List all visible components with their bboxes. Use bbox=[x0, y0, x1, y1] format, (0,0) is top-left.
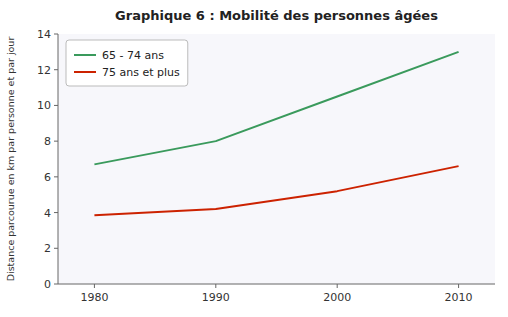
legend-label: 65 - 74 ans bbox=[102, 49, 164, 62]
y-tick bbox=[54, 248, 58, 249]
x-tick-label: 1990 bbox=[202, 291, 230, 304]
series-group bbox=[94, 52, 458, 215]
y-tick bbox=[54, 212, 58, 213]
title: Graphique 6 : Mobilité des personnes âgé… bbox=[115, 8, 438, 23]
y-tick-label: 14 bbox=[37, 28, 51, 41]
y-tick bbox=[54, 105, 58, 106]
series-line bbox=[94, 166, 458, 215]
x-tick-label: 2000 bbox=[323, 291, 351, 304]
x-tick-label: 1980 bbox=[80, 291, 108, 304]
legend: 65 - 74 ans 75 ans et plus bbox=[66, 40, 188, 86]
y-tick-label: 0 bbox=[44, 278, 51, 291]
y-tick-label: 4 bbox=[44, 207, 51, 220]
y-tick bbox=[54, 34, 58, 35]
y-tick bbox=[54, 69, 58, 70]
legend-swatch bbox=[74, 54, 96, 56]
x-tick-label: 2010 bbox=[445, 291, 473, 304]
x-tick bbox=[94, 284, 95, 288]
x-tick bbox=[337, 284, 338, 288]
series-line bbox=[94, 52, 458, 165]
y-tick bbox=[54, 284, 58, 285]
x-tick bbox=[458, 284, 459, 288]
y-tick bbox=[54, 176, 58, 177]
y-tick-label: 8 bbox=[44, 135, 51, 148]
y-tick-label: 2 bbox=[44, 242, 51, 255]
chart: Graphique 6 : Mobilité des personnes âgé… bbox=[0, 0, 508, 317]
plot-area bbox=[58, 34, 495, 284]
x-tick bbox=[215, 284, 216, 288]
x-axis-line bbox=[58, 284, 495, 285]
y-tick bbox=[54, 141, 58, 142]
y-tick-label: 12 bbox=[37, 64, 51, 77]
y-tick-label: 10 bbox=[37, 99, 51, 112]
y-axis-line bbox=[58, 34, 59, 284]
legend-box bbox=[66, 40, 188, 86]
legend-label: 75 ans et plus bbox=[102, 66, 180, 79]
y-axis-label: Distance parcourue en km par personne et… bbox=[5, 37, 16, 282]
legend-swatch bbox=[74, 71, 96, 73]
y-tick-label: 6 bbox=[44, 171, 51, 184]
